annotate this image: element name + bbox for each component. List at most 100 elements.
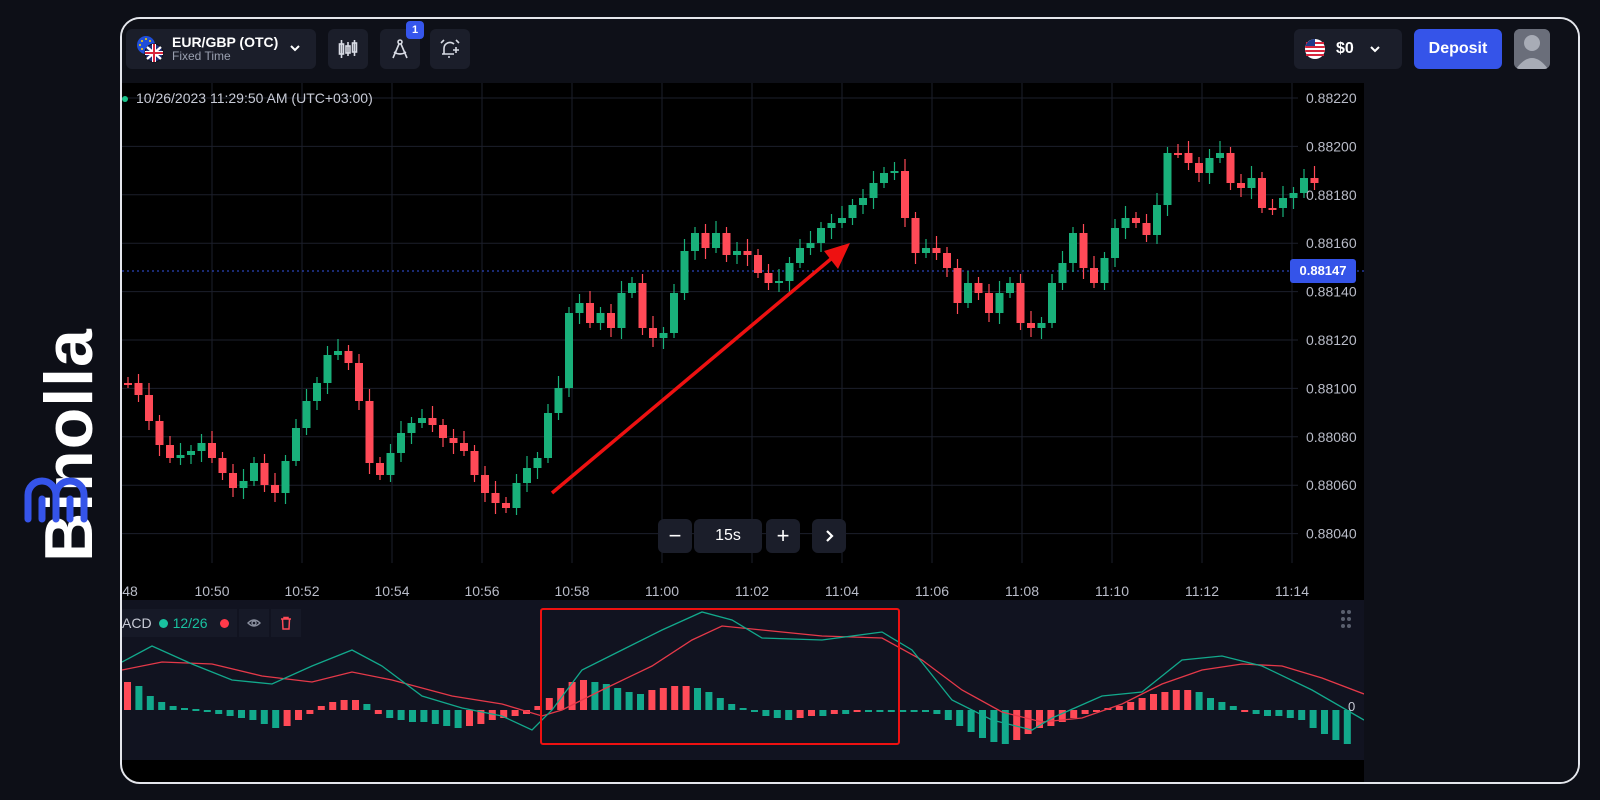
- right-panel: [1364, 83, 1578, 782]
- price-alert-button[interactable]: [430, 29, 470, 69]
- macd-histogram-bar: [1115, 706, 1123, 710]
- candle-body: [460, 443, 468, 451]
- macd-histogram-bar: [910, 710, 918, 712]
- drag-handle-icon[interactable]: [1340, 609, 1352, 629]
- chart-type-button[interactable]: [328, 29, 368, 69]
- macd-indicator-pane[interactable]: [122, 600, 1364, 760]
- candle-body: [964, 283, 972, 303]
- macd-histogram-bar: [580, 680, 587, 710]
- time-tick-label: 11:12: [1185, 583, 1219, 599]
- candle-body: [1121, 218, 1130, 228]
- scroll-right-button[interactable]: [812, 519, 846, 553]
- candle-body: [817, 228, 825, 243]
- macd-histogram-bar: [1332, 710, 1340, 740]
- candle-body: [1247, 178, 1256, 188]
- deposit-button[interactable]: Deposit: [1414, 29, 1502, 69]
- brand-logo-icon: [24, 477, 88, 523]
- time-tick-label: 11:10: [1095, 583, 1129, 599]
- candle-body: [754, 255, 762, 273]
- price-chart[interactable]: 0.882200.882000.881800.881600.881400.881…: [122, 83, 1364, 619]
- candle-body: [628, 283, 636, 293]
- remove-indicator-button[interactable]: [270, 609, 301, 637]
- timeframe-label[interactable]: 15s: [694, 519, 762, 553]
- macd-histogram-bar: [808, 710, 815, 716]
- chart-timestamp: 10/26/2023 11:29:50 AM (UTC+03:00): [136, 90, 373, 106]
- candle-body: [1268, 208, 1277, 210]
- macd-histogram-bar: [762, 710, 770, 716]
- indicator-line-dot: [158, 618, 168, 628]
- macd-histogram-bar: [329, 702, 337, 710]
- macd-histogram-bar: [317, 706, 325, 710]
- macd-histogram-bar: [124, 682, 131, 710]
- macd-histogram-bar: [899, 710, 907, 712]
- candle-body: [533, 458, 542, 468]
- candle-body: [880, 173, 888, 183]
- indicator-zero-label: 0: [1348, 699, 1356, 714]
- candle-body: [281, 461, 290, 493]
- candle-body: [376, 463, 384, 475]
- candle-body: [638, 283, 647, 328]
- candle-body: [1100, 258, 1109, 283]
- chevron-right-icon: [826, 530, 834, 542]
- candle-body: [407, 423, 416, 433]
- macd-histogram-bar: [785, 710, 793, 720]
- candle-body: [1258, 178, 1266, 208]
- zoom-out-button[interactable]: −: [658, 519, 692, 553]
- zoom-in-button[interactable]: +: [766, 519, 800, 553]
- account-balance-selector[interactable]: $0: [1294, 29, 1402, 69]
- pair-flags: [136, 35, 164, 63]
- trash-icon: [280, 616, 291, 630]
- macd-histogram-bar: [1321, 710, 1328, 734]
- chevron-down-icon: [1370, 46, 1380, 53]
- candle-body: [302, 401, 311, 428]
- macd-histogram-bar: [1058, 710, 1066, 722]
- candle-body: [428, 418, 437, 425]
- alarm-plus-icon: [440, 39, 460, 58]
- macd-histogram-bar: [1150, 694, 1157, 710]
- time-tick-label: 48: [122, 583, 138, 599]
- asset-text: EUR/GBP (OTC) Fixed Time: [172, 35, 278, 63]
- user-avatar[interactable]: [1514, 29, 1550, 69]
- macd-histogram-bar: [1286, 710, 1294, 718]
- asset-name: EUR/GBP (OTC): [172, 34, 279, 50]
- candle-body: [1216, 153, 1224, 158]
- macd-histogram-bar: [488, 710, 496, 720]
- price-tick-label: 0.88040: [1306, 526, 1357, 542]
- candle-body: [1205, 158, 1214, 173]
- macd-histogram-bar: [865, 710, 872, 712]
- candle-body: [701, 233, 710, 248]
- indicator-label[interactable]: ACD 12/26: [122, 609, 237, 637]
- macd-histogram-bar: [887, 710, 895, 712]
- candle-body: [649, 328, 657, 338]
- macd-histogram-bar: [203, 710, 211, 712]
- chart-grid: [122, 83, 1298, 563]
- asset-selector[interactable]: EUR/GBP (OTC) Fixed Time: [126, 29, 316, 69]
- candlestick-series: [124, 141, 1319, 515]
- time-tick-label: 11:00: [645, 583, 679, 599]
- candle-body: [764, 273, 773, 283]
- candle-body: [785, 263, 794, 281]
- macd-histogram-bar: [1275, 710, 1283, 716]
- candle-body: [418, 418, 426, 423]
- candle-body: [166, 445, 174, 458]
- live-status-dot: [122, 96, 128, 102]
- macd-histogram-bar: [659, 688, 667, 710]
- macd-histogram-bar: [1195, 692, 1203, 710]
- time-tick-label: 10:50: [194, 583, 229, 599]
- macd-histogram-bar: [671, 686, 679, 710]
- macd-histogram-bar: [146, 696, 154, 710]
- time-tick-label: 10:56: [464, 583, 499, 599]
- time-axis: 48 10:50 10:52 10:54 10:56 10:58 11:00 11:02 11:…: [122, 583, 1309, 599]
- price-axis: 0.88220 0.88200 0.88180 0.88160 0.88140 0.881…: [1306, 90, 1357, 542]
- macd-histogram-bar: [922, 710, 929, 712]
- macd-histogram-bar: [226, 710, 234, 716]
- candle-body: [1289, 193, 1298, 198]
- toggle-visibility-button[interactable]: [238, 609, 269, 637]
- macd-histogram-bar: [431, 710, 439, 724]
- macd-histogram-bar: [1309, 710, 1317, 728]
- candle-body: [1310, 178, 1319, 183]
- candle-body: [680, 251, 689, 293]
- macd-histogram-bar: [295, 710, 302, 720]
- macd-histogram-bar: [648, 690, 656, 710]
